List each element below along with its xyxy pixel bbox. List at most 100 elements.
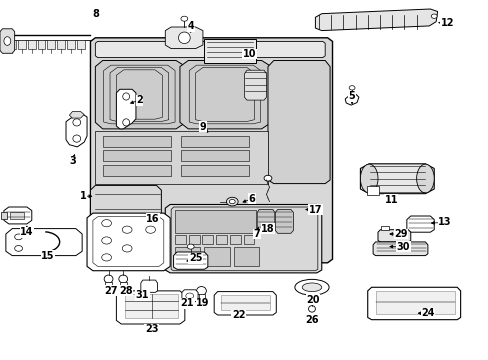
Bar bbox=[102, 150, 171, 161]
Text: 26: 26 bbox=[305, 315, 318, 325]
Text: 10: 10 bbox=[242, 49, 256, 59]
Bar bbox=[28, 40, 36, 49]
Text: 22: 22 bbox=[231, 310, 245, 320]
Ellipse shape bbox=[15, 234, 22, 240]
Bar bbox=[124, 294, 178, 318]
Polygon shape bbox=[367, 287, 460, 320]
Polygon shape bbox=[360, 164, 433, 194]
Text: 3: 3 bbox=[69, 156, 76, 166]
Polygon shape bbox=[315, 9, 437, 31]
Polygon shape bbox=[244, 70, 266, 100]
Bar bbox=[198, 294, 204, 301]
Polygon shape bbox=[275, 210, 293, 233]
Text: 17: 17 bbox=[308, 204, 322, 215]
Ellipse shape bbox=[122, 119, 129, 126]
Ellipse shape bbox=[145, 226, 155, 233]
Bar bbox=[202, 235, 213, 244]
Text: 18: 18 bbox=[261, 224, 274, 234]
Ellipse shape bbox=[73, 119, 81, 126]
Polygon shape bbox=[180, 60, 271, 129]
Bar bbox=[102, 165, 171, 176]
Text: 6: 6 bbox=[248, 194, 255, 204]
Ellipse shape bbox=[181, 16, 187, 21]
Polygon shape bbox=[116, 89, 136, 129]
Bar bbox=[381, 226, 388, 230]
Text: 15: 15 bbox=[41, 251, 55, 261]
Ellipse shape bbox=[360, 164, 377, 193]
Text: 21: 21 bbox=[180, 298, 194, 309]
Text: 14: 14 bbox=[20, 227, 34, 237]
Ellipse shape bbox=[264, 175, 271, 181]
Ellipse shape bbox=[102, 220, 111, 227]
Bar bbox=[120, 282, 127, 288]
Ellipse shape bbox=[4, 37, 11, 45]
Bar bbox=[233, 247, 259, 266]
Polygon shape bbox=[95, 60, 185, 129]
Text: 31: 31 bbox=[135, 290, 149, 300]
Text: 19: 19 bbox=[196, 298, 209, 309]
Polygon shape bbox=[214, 292, 276, 315]
Text: 25: 25 bbox=[188, 253, 202, 264]
Bar bbox=[188, 235, 199, 244]
Text: 8: 8 bbox=[92, 9, 99, 19]
Bar bbox=[77, 40, 84, 49]
Text: 16: 16 bbox=[146, 214, 160, 224]
Ellipse shape bbox=[430, 14, 436, 18]
Bar bbox=[221, 295, 269, 310]
Ellipse shape bbox=[122, 93, 129, 100]
Bar bbox=[38, 40, 45, 49]
Bar bbox=[67, 40, 75, 49]
Polygon shape bbox=[165, 27, 203, 49]
Bar bbox=[366, 186, 378, 195]
Ellipse shape bbox=[102, 237, 111, 244]
Bar bbox=[181, 150, 249, 161]
Text: 12: 12 bbox=[440, 18, 453, 28]
Bar bbox=[57, 40, 65, 49]
Ellipse shape bbox=[294, 279, 328, 295]
Ellipse shape bbox=[416, 164, 433, 193]
Polygon shape bbox=[90, 185, 161, 245]
Bar bbox=[10, 212, 24, 219]
Text: 7: 7 bbox=[253, 229, 260, 239]
Text: 5: 5 bbox=[348, 91, 355, 102]
Bar bbox=[8, 40, 16, 49]
Polygon shape bbox=[257, 210, 274, 233]
Ellipse shape bbox=[229, 199, 235, 204]
Polygon shape bbox=[165, 204, 321, 273]
Bar bbox=[1, 212, 7, 219]
Bar bbox=[181, 136, 249, 147]
Ellipse shape bbox=[15, 246, 22, 251]
Ellipse shape bbox=[185, 293, 193, 299]
Ellipse shape bbox=[102, 254, 111, 261]
Polygon shape bbox=[0, 29, 15, 53]
Bar bbox=[181, 165, 249, 176]
Text: 20: 20 bbox=[305, 294, 319, 305]
Bar bbox=[175, 210, 255, 233]
Polygon shape bbox=[95, 131, 267, 184]
Polygon shape bbox=[141, 280, 157, 292]
Ellipse shape bbox=[196, 287, 206, 295]
Ellipse shape bbox=[226, 197, 238, 206]
Ellipse shape bbox=[73, 135, 81, 142]
Bar bbox=[105, 282, 112, 288]
Polygon shape bbox=[406, 216, 433, 232]
Polygon shape bbox=[66, 114, 87, 147]
Bar bbox=[229, 235, 240, 244]
Polygon shape bbox=[87, 213, 170, 271]
Polygon shape bbox=[95, 41, 325, 58]
Polygon shape bbox=[90, 38, 332, 263]
Text: 4: 4 bbox=[187, 21, 194, 31]
Polygon shape bbox=[345, 94, 358, 105]
Polygon shape bbox=[372, 242, 427, 256]
Polygon shape bbox=[116, 291, 184, 324]
Polygon shape bbox=[6, 229, 82, 256]
Bar bbox=[204, 39, 255, 63]
Bar bbox=[204, 247, 229, 266]
Polygon shape bbox=[173, 252, 207, 269]
Text: 23: 23 bbox=[144, 324, 158, 334]
Ellipse shape bbox=[178, 32, 190, 44]
Text: 9: 9 bbox=[199, 122, 206, 132]
Ellipse shape bbox=[308, 306, 315, 312]
Bar bbox=[18, 40, 26, 49]
Polygon shape bbox=[171, 207, 317, 271]
